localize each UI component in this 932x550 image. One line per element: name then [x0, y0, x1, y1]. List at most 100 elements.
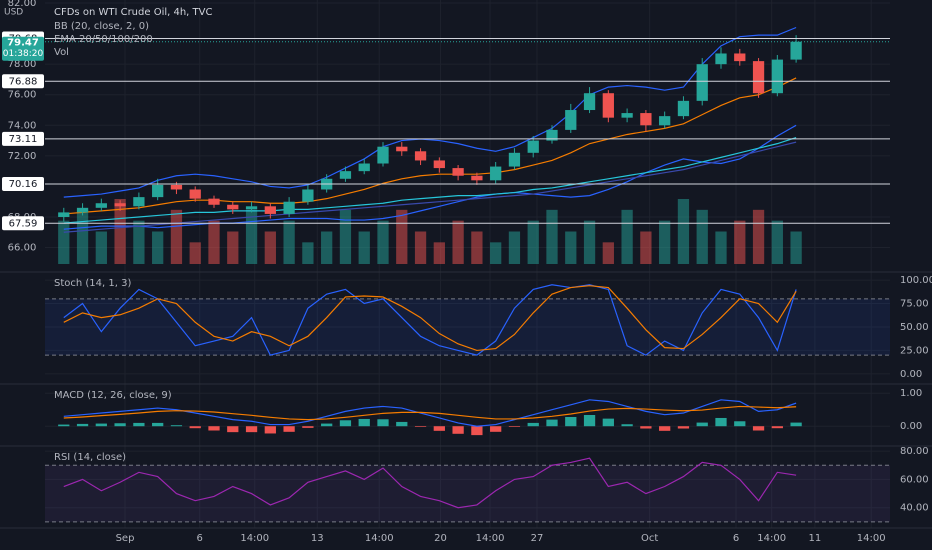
volume-bar: [358, 231, 370, 264]
histogram-bar: [752, 426, 765, 431]
candle-body: [396, 146, 408, 152]
y-tick-label: 76.00: [8, 90, 37, 101]
candle-body: [339, 171, 352, 179]
candle-body: [508, 152, 521, 167]
candle-body: [471, 175, 483, 181]
level-label: 67.59: [9, 218, 38, 229]
x-tick-label: 6: [197, 533, 203, 544]
histogram-bar: [208, 426, 220, 431]
histogram-bar: [583, 415, 596, 427]
candle-body: [752, 61, 765, 94]
histogram-bar: [321, 423, 333, 427]
level-label: 70.16: [9, 179, 38, 190]
candle-body: [715, 53, 727, 65]
histogram-bar: [546, 419, 558, 427]
histogram-bar: [621, 424, 633, 427]
volume-bar: [414, 231, 427, 264]
indicator-line: [63, 136, 797, 224]
volume-bar: [302, 242, 314, 264]
histogram-bar: [508, 426, 521, 427]
volume-bar: [546, 209, 558, 264]
y-tick-label: 78.00: [8, 59, 37, 70]
volume-bar: [508, 231, 521, 264]
candle-body: [565, 110, 577, 130]
indicator-line: [63, 141, 797, 233]
histogram-bar: [677, 426, 690, 429]
panel-title: MACD (12, 26, close, 9): [54, 390, 172, 401]
volume-bar: [490, 242, 502, 264]
panel-title: RSI (14, close): [54, 452, 126, 463]
histogram-bar: [414, 426, 427, 427]
histogram-bar: [433, 426, 445, 431]
volume-bar: [602, 242, 614, 264]
histogram-bar: [245, 426, 258, 433]
volume-bar: [152, 231, 164, 264]
y-tick-label: 74.00: [8, 120, 37, 131]
panel-title: Stoch (14, 1, 3): [54, 278, 131, 289]
histogram-bar: [565, 416, 577, 427]
indicator-line: [63, 124, 797, 230]
indicator-label: Vol: [54, 47, 69, 58]
candle-body: [358, 163, 370, 172]
candle-body: [621, 113, 633, 118]
candle-body: [490, 166, 502, 181]
volume-bar: [95, 231, 107, 264]
x-tick-label: 14:00: [757, 533, 786, 544]
y-tick-label: 0.00: [900, 369, 922, 380]
candle-body: [245, 206, 258, 210]
volume-bar: [114, 199, 126, 264]
candle-body: [640, 113, 652, 126]
level-box: [2, 74, 44, 89]
y-tick-label: 82.00: [8, 0, 37, 9]
x-tick-label: Sep: [116, 533, 135, 544]
y-tick-label: 60.00: [900, 474, 929, 485]
candle-body: [152, 184, 164, 198]
level-box: [2, 131, 44, 146]
volume-bar: [734, 220, 746, 264]
candle-body: [527, 140, 539, 153]
y-tick-label: 1.00: [900, 388, 922, 399]
candle-body: [58, 212, 70, 217]
candle-body: [602, 93, 614, 118]
histogram-bar: [452, 426, 464, 434]
histogram-bar: [715, 417, 727, 427]
volume-bar: [640, 231, 652, 264]
candle-body: [452, 168, 464, 176]
histogram-bar: [377, 419, 389, 427]
candle-body: [114, 203, 126, 207]
histogram-bar: [734, 421, 746, 427]
candle-body: [76, 207, 89, 213]
volume-bar: [471, 231, 483, 264]
x-tick-label: 14:00: [240, 533, 269, 544]
volume-bar: [771, 220, 783, 264]
y-tick-label: 25.00: [900, 345, 929, 356]
volume-bar: [339, 209, 352, 264]
candle-body: [208, 198, 220, 205]
candle-body: [546, 129, 558, 141]
volume-bar: [433, 242, 445, 264]
x-tick-label: 20: [434, 533, 447, 544]
histogram-bar: [471, 426, 483, 436]
y-tick-label: 66.00: [8, 243, 37, 254]
candle-body: [790, 41, 802, 60]
level-label: 76.88: [9, 76, 38, 87]
histogram-bar: [170, 425, 183, 427]
histogram-bar: [659, 426, 671, 431]
chart-title: CFDs on WTI Crude Oil, 4h, TVC: [54, 7, 212, 18]
candle-body: [414, 151, 427, 161]
last-price-box: [2, 36, 44, 61]
histogram-bar: [114, 423, 126, 427]
y-tick-label: 80.00: [900, 446, 929, 457]
volume-bar: [133, 220, 145, 264]
currency: USD: [4, 8, 23, 18]
indicator-label: BB (20, close, 2, 0): [54, 21, 149, 32]
histogram-bar: [133, 422, 145, 427]
histogram-bar: [76, 423, 89, 427]
last-price-label: 79.47: [7, 38, 39, 49]
candle-body: [170, 184, 183, 190]
volume-bar: [245, 209, 258, 264]
volume-bar: [677, 199, 690, 264]
volume-bar: [170, 209, 183, 264]
